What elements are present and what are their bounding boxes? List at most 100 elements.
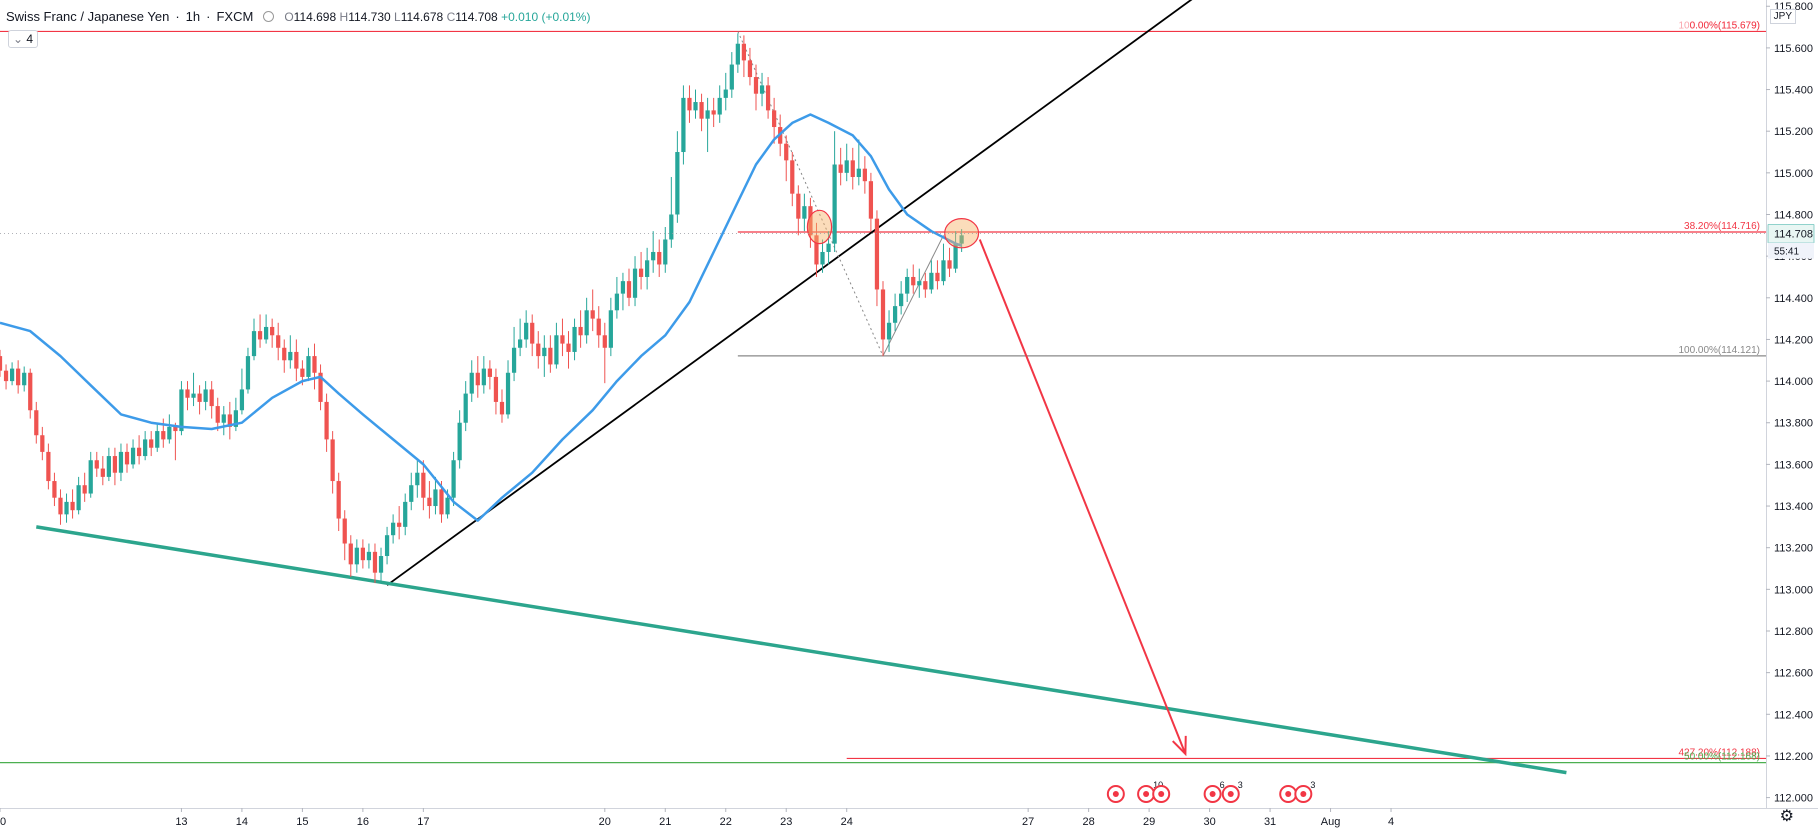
candle-body <box>191 393 196 398</box>
chevron-down-icon: ⌄ <box>13 32 24 46</box>
candle-body <box>530 322 535 344</box>
candle-body <box>203 389 208 402</box>
candle-body <box>941 260 946 282</box>
candle-body <box>445 497 450 515</box>
x-tick-label: 27 <box>1022 816 1034 828</box>
candle-body <box>209 389 214 407</box>
candle-body <box>566 343 571 352</box>
candle-body <box>808 206 813 236</box>
y-tick-label: 115.600 <box>1774 43 1813 55</box>
candle-body <box>911 276 916 286</box>
market-status-icon <box>263 11 275 22</box>
fib-level-label: 427.20%(112.188) <box>1678 747 1760 758</box>
y-tick-label: 115.200 <box>1774 126 1813 138</box>
x-tick-label: 22 <box>720 816 732 828</box>
candle-body <box>167 426 172 440</box>
x-tick-label: 31 <box>1264 816 1276 828</box>
candle-body <box>536 343 541 357</box>
candle-body <box>638 268 644 277</box>
candle-body <box>899 293 904 307</box>
candle-body <box>693 102 698 111</box>
candle-body <box>348 543 353 565</box>
candle-body <box>657 251 662 265</box>
fib-level-label: 50.00%(112.168) <box>1684 752 1760 763</box>
candle-body <box>796 193 801 219</box>
x-tick-label: 15 <box>296 816 308 828</box>
candle-body <box>832 164 837 244</box>
x-tick-label: 16 <box>357 816 369 828</box>
highlight-ellipse <box>944 218 980 249</box>
candle-body <box>451 460 456 498</box>
candle-body <box>753 77 759 94</box>
event-marker-count: 3 <box>1238 780 1243 790</box>
candle-body <box>136 447 142 457</box>
candle-body <box>596 318 601 336</box>
candle-body <box>384 535 390 557</box>
fib-level-label: 100.00%(114.121) <box>1678 345 1760 356</box>
candle-body <box>58 497 63 515</box>
ohlc-readout: O114.698 H114.730 L114.678 C114.708 +0.0… <box>284 10 590 24</box>
candle-body <box>306 356 311 377</box>
candle-body <box>360 547 365 561</box>
candle-body <box>772 110 777 128</box>
candle-body <box>759 85 765 94</box>
y-tick-label: 112.000 <box>1774 793 1813 805</box>
x-tick-label: 30 <box>1203 816 1215 828</box>
candle-body <box>378 556 384 573</box>
event-marker-count: 6 <box>1220 780 1225 790</box>
separator: · <box>206 9 211 24</box>
candle-body <box>173 426 178 432</box>
candle-body <box>681 97 686 153</box>
fib-level-label: 0.00%(115.679) <box>1690 20 1760 31</box>
candle-body <box>130 447 136 465</box>
candle-body <box>868 181 874 219</box>
candle-body <box>626 281 632 298</box>
candle-body <box>578 326 583 336</box>
target-arrow-head <box>1172 735 1187 757</box>
candle-body <box>40 435 45 452</box>
candle-body <box>645 260 650 277</box>
candle-body <box>245 356 251 390</box>
candle-body <box>324 401 329 440</box>
y-tick-label: 113.800 <box>1774 418 1813 430</box>
candle-body <box>0 356 3 371</box>
symbol-name[interactable]: Swiss Franc / Japanese Yen <box>6 9 170 24</box>
candle-body <box>590 310 595 319</box>
candle-body <box>118 451 124 473</box>
close-label: C <box>446 9 456 24</box>
x-tick-label: 28 <box>1083 816 1095 828</box>
candle-body <box>300 368 305 377</box>
y-tick-label: 114.200 <box>1774 334 1813 346</box>
y-tick-label: 114.400 <box>1774 293 1813 305</box>
candle-body <box>880 289 886 340</box>
event-marker-count: 10 <box>1153 780 1163 790</box>
indicator-badge[interactable]: ⌄ 4 <box>8 30 39 48</box>
candle-body <box>584 310 589 336</box>
candle-body <box>149 439 154 448</box>
currency-badge[interactable]: JPY <box>1769 9 1796 24</box>
candle-body <box>257 331 263 340</box>
candle-body <box>421 472 426 498</box>
candle-body <box>233 410 238 427</box>
price-axis-panel <box>1766 0 1818 836</box>
x-tick-label: 23 <box>780 816 792 828</box>
candle-body <box>427 497 432 507</box>
y-tick-label: 114.800 <box>1774 209 1813 221</box>
high-label: H <box>339 9 349 24</box>
y-tick-label: 113.200 <box>1774 543 1813 555</box>
candle-body <box>251 331 257 357</box>
candle-body <box>923 281 928 290</box>
trendline <box>36 525 1567 775</box>
x-tick-label: 29 <box>1143 816 1155 828</box>
candle-body <box>608 310 613 348</box>
exchange-label: FXCM <box>216 9 254 24</box>
y-tick-label: 113.000 <box>1774 584 1813 596</box>
fib-level-label: 100.00%(115.679) <box>1678 20 1760 31</box>
fib-connector <box>882 235 944 357</box>
y-tick-label: 114.000 <box>1774 376 1813 388</box>
gear-icon[interactable]: ⚙ <box>1779 808 1794 825</box>
x-tick-label: 17 <box>417 816 429 828</box>
interval-label[interactable]: 1h <box>185 9 201 24</box>
